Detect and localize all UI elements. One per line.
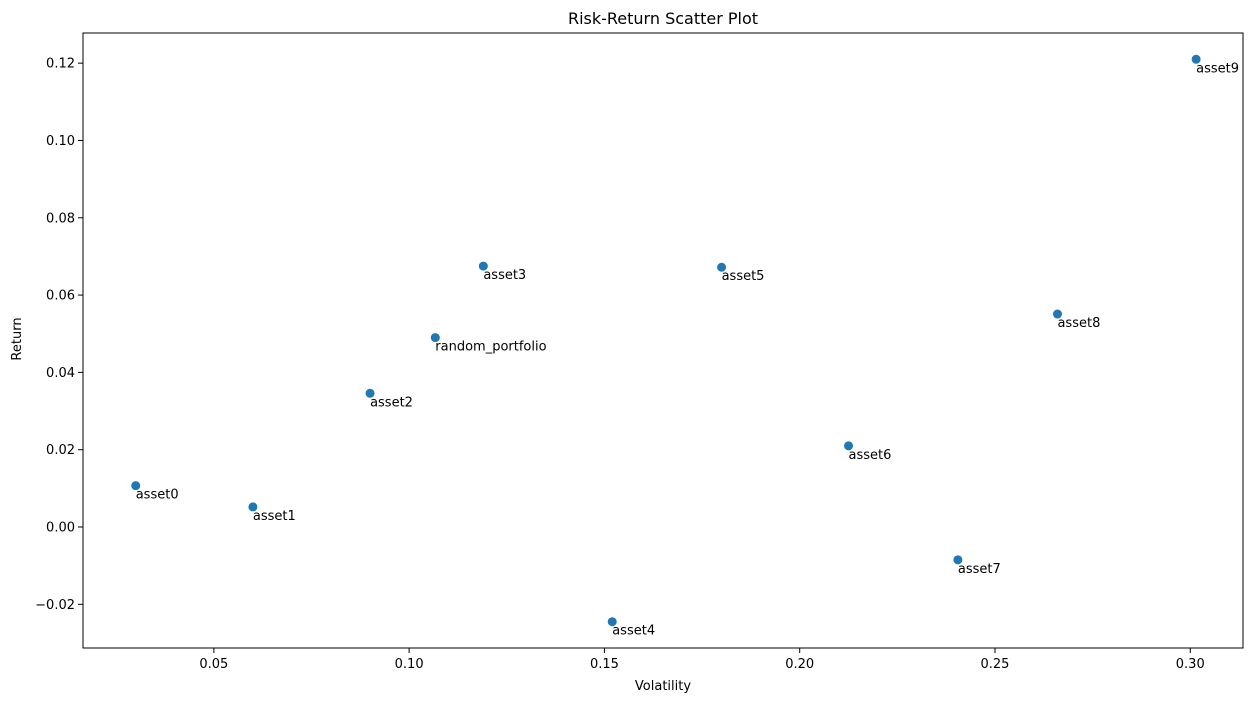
scatter-point-asset5	[717, 262, 727, 272]
x-tick-label: 0.25	[981, 657, 1010, 672]
point-label-asset0: asset0	[136, 488, 179, 503]
x-tick-label: 0.30	[1176, 657, 1205, 672]
y-tick-label: 0.04	[46, 366, 75, 381]
x-tick-label: 0.10	[395, 657, 424, 672]
point-label-asset5: asset5	[722, 269, 765, 284]
point-label-random_portfolio: random_portfolio	[435, 340, 546, 355]
point-label-asset1: asset1	[253, 509, 296, 524]
y-tick-label: 0.00	[46, 521, 75, 536]
scatter-point-random_portfolio	[430, 333, 440, 343]
point-label-asset6: asset6	[849, 448, 892, 463]
scatter-point-asset1	[248, 502, 258, 512]
point-label-asset2: asset2	[370, 395, 413, 410]
point-label-asset4: asset4	[612, 624, 655, 639]
scatter-point-asset2	[365, 388, 375, 398]
x-tick-label: 0.15	[590, 657, 619, 672]
y-tick-label: 0.12	[46, 57, 75, 72]
y-tick-label: 0.02	[46, 443, 75, 458]
y-tick-label: 0.06	[46, 289, 75, 304]
scatter-point-asset6	[844, 441, 854, 451]
scatter-point-asset7	[953, 555, 963, 565]
point-label-asset7: asset7	[958, 562, 1001, 577]
point-label-asset9: asset9	[1196, 61, 1239, 76]
scatter-point-asset9	[1191, 54, 1201, 64]
plot-area: 0.05 0.10 0.15 0.20 0.25 0.30 −0.02 0.00 0.02 0.0…	[35, 32, 1244, 672]
x-axis-label: Volatility	[635, 679, 691, 694]
chart-title: Risk-Return Scatter Plot	[568, 9, 758, 28]
scatter-point-asset0	[131, 481, 141, 491]
y-tick-label: −0.02	[35, 598, 75, 613]
y-axis-label: Return	[10, 317, 25, 360]
y-tick-label: 0.10	[46, 134, 75, 149]
scatter-point-asset3	[478, 261, 488, 271]
point-label-asset8: asset8	[1057, 316, 1100, 331]
x-tick-label: 0.05	[199, 657, 228, 672]
x-tick-label: 0.20	[785, 657, 814, 672]
point-label-asset3: asset3	[483, 268, 526, 283]
scatter-point-asset8	[1052, 309, 1062, 319]
y-tick-label: 0.08	[46, 211, 75, 226]
plot-frame	[82, 32, 1244, 649]
scatter-point-asset4	[607, 617, 617, 627]
